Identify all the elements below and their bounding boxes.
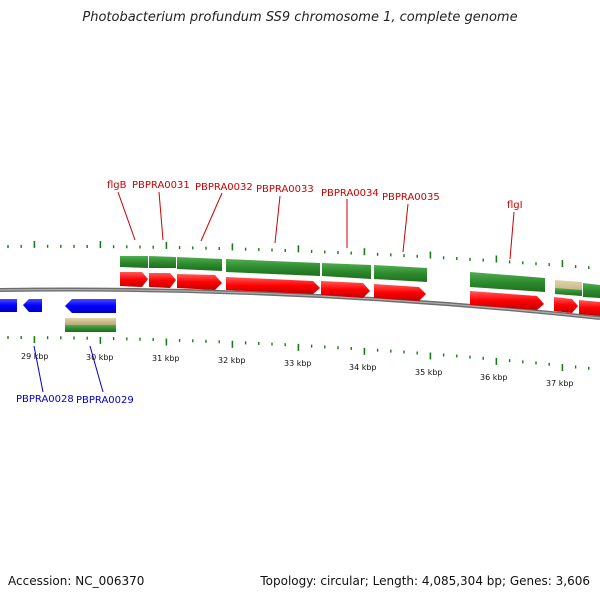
gene-label-pbpra0034: PBPRA0034 — [321, 188, 379, 199]
forward-label-leaders — [117, 191, 515, 260]
gene-arrow — [579, 300, 600, 316]
cds-bar — [470, 272, 545, 292]
gene-arrow — [374, 284, 426, 301]
reverse-labels: PBPRA0028 PBPRA0029 — [16, 394, 134, 406]
cds-bar — [374, 265, 427, 282]
gene-label-pbpra0033: PBPRA0033 — [256, 184, 314, 195]
scale-label: 31 kbp — [152, 354, 180, 363]
accession-text: Accession: NC_006370 — [8, 574, 145, 588]
gene-arrow — [120, 272, 148, 287]
cds-bar — [322, 263, 371, 279]
cds-bar — [226, 259, 320, 276]
scale-labels: 29 kbp 30 kbp 31 kbp 32 kbp 33 kbp 34 kb… — [21, 352, 574, 388]
cds-bars-forward — [120, 256, 600, 298]
cds-bar — [65, 325, 116, 332]
scale-label: 29 kbp — [21, 352, 49, 361]
scale-label: 30 kbp — [86, 353, 114, 362]
reverse-label-leaders — [33, 345, 104, 393]
gene-arrow — [554, 297, 578, 313]
gene-arrow — [149, 273, 176, 288]
cds-bars-reverse — [65, 318, 116, 332]
map-title: Photobacterium profundum SS9 chromosome … — [82, 10, 518, 25]
scale-label: 37 kbp — [546, 379, 574, 388]
gene-arrows-reverse — [0, 299, 116, 313]
gene-label-pbpra0035: PBPRA0035 — [382, 192, 440, 203]
gene-arrow — [177, 274, 222, 290]
cds-bar — [65, 318, 116, 325]
gene-arrow — [470, 291, 544, 310]
gene-label-pbpra0028: PBPRA0028 — [16, 394, 74, 405]
gene-label-flgb: flgB — [107, 180, 127, 191]
cds-bar — [177, 257, 222, 271]
gene-arrow — [0, 299, 17, 312]
gene-label-flgi: flgI — [507, 200, 523, 211]
lower-ticks — [7, 336, 590, 372]
scale-label: 36 kbp — [480, 373, 508, 382]
gene-arrow — [226, 277, 320, 294]
cds-bar — [583, 283, 600, 298]
gene-arrow — [23, 299, 42, 312]
cds-bar — [120, 256, 148, 268]
upper-ticks — [7, 240, 590, 270]
cds-bar — [149, 256, 176, 268]
scale-label: 33 kbp — [284, 359, 312, 368]
gene-arrow — [65, 299, 116, 313]
cds-bar — [555, 288, 582, 296]
topology-text: Topology: circular; Length: 4,085,304 bp… — [260, 574, 590, 588]
scale-label: 32 kbp — [218, 356, 246, 365]
scale-label: 34 kbp — [349, 363, 377, 372]
forward-labels: flgB PBPRA0031 PBPRA0032 PBPRA0033 PBPRA… — [107, 180, 523, 211]
gene-label-pbpra0031: PBPRA0031 — [132, 180, 190, 191]
gene-label-pbpra0032: PBPRA0032 — [195, 182, 253, 193]
gene-label-pbpra0029: PBPRA0029 — [76, 395, 134, 406]
scale-label: 35 kbp — [415, 368, 443, 377]
gene-arrow — [321, 281, 370, 298]
gene-arrows-forward — [120, 272, 600, 316]
